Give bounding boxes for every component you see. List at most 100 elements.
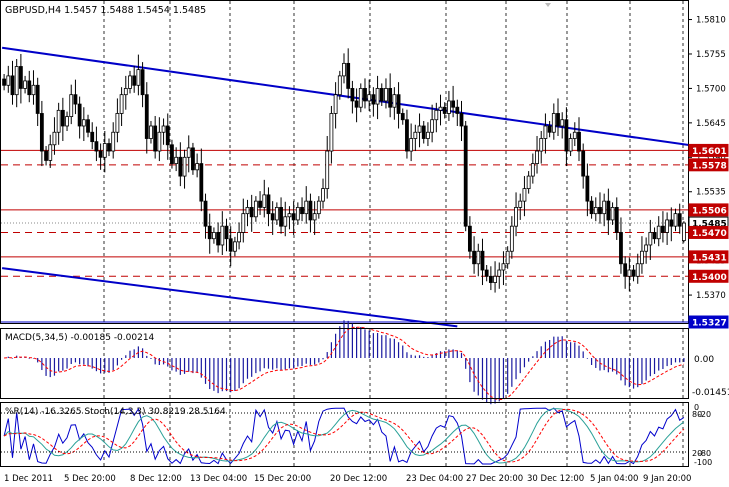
candle-body [153,125,158,152]
candle-body [623,263,628,277]
candle-body [451,100,456,108]
scroll-shift-icon[interactable] [545,3,551,7]
candle-body [572,131,577,139]
candle-body [593,207,598,215]
candle-body [543,125,548,139]
candle-body [270,213,275,221]
candle-body [610,207,615,221]
candle-body [304,200,309,215]
candle-body [493,275,497,283]
candle-body [472,250,476,265]
price-axis[interactable]: 1.5810 1.5755 1.5700 1.5645 1.5590 1.5535 1.54… [688,16,729,329]
candle-body [384,88,388,102]
candle-body [581,150,586,177]
time-axis[interactable]: 1 Dec 2011 5 Dec 20:00 8 Dec 12:00 13 Dec 0… [4,474,691,484]
price-tick-label: 1.5370 [696,291,726,301]
candle-body [287,213,292,218]
candle-body [459,113,464,127]
candle-body [35,84,40,114]
candle-body [358,88,363,108]
stoch-tick-m20: -20 [698,410,711,419]
candle-body [535,150,539,164]
price-label: 1.5578 [692,161,727,171]
candle-body [497,269,502,277]
candle-body [589,200,594,215]
candle-body [90,131,95,143]
candle-body [346,62,351,89]
price-label: 1.5485 [692,220,727,230]
candle-body [367,94,372,102]
candle-body [480,250,485,271]
candle-body [665,219,670,233]
williams-r-line [3,407,685,465]
candle-body [107,143,111,152]
candle-body [577,131,581,152]
candle-body [333,94,338,114]
time-axis-label: 5 Jan 04:00 [590,474,638,484]
candle-body [396,94,401,114]
candle-body [363,88,367,102]
candle-body [371,94,376,105]
candle-body [199,163,204,202]
price-label: 1.5431 [692,253,727,263]
candle-body [258,200,262,208]
stoch-tick-20: 20 [692,449,702,458]
price-tick-label: 1.5535 [696,188,726,198]
candle-body [447,100,451,114]
candle-body [522,188,527,202]
candle-body [379,88,384,102]
price-label: 1.5506 [692,206,727,216]
candle-body [203,200,208,227]
candle-body [27,80,32,96]
candle-body [463,125,468,227]
candle-body [388,88,393,108]
time-axis-label: 23 Dec 04:00 [406,474,463,484]
candle-body [157,131,162,152]
candle-body [652,232,657,240]
candle-body [44,150,48,161]
candle-body [635,263,640,277]
stoch-title: %R(14) -16.3265 Stoch(14,3,3) 30.8219 28… [5,407,226,417]
candle-body [274,207,279,221]
level-lines [1,149,688,323]
candle-body [228,238,233,252]
candle-body [253,200,258,218]
candle-body [455,106,460,114]
candle-body [220,225,225,246]
candle-body [417,125,422,133]
price-tick-label: 1.5590 [696,153,726,163]
price-label-box [688,225,729,239]
candle-body [438,106,443,111]
candle-body [77,103,82,127]
candle-body [602,200,607,215]
candle-body [476,250,481,265]
candle-body [421,125,426,139]
stochastic-main-line [3,408,685,464]
price-panel[interactable]: GBPUSD,H4 1.5457 1.5488 1.5454 1.5485 [0,0,710,328]
macd-panel[interactable]: MACD(5,34,5) -0.00185 -0.00214 0.00 -0.0… [0,320,729,405]
candle-body [300,207,304,215]
candle-body [18,66,23,89]
candle-body [119,94,124,114]
candle-body [677,213,682,227]
candle-body [514,207,518,227]
candle-body [413,131,418,139]
candle-body [337,75,342,96]
candle-body [165,125,170,146]
candle-body [556,113,560,127]
candle-body [161,125,166,133]
candle-body [405,119,409,152]
candle-body [656,225,661,240]
candle-body [509,225,514,252]
candle-body [530,163,535,177]
candle-body [329,113,334,152]
candle-body [48,144,53,161]
macd-signal-line [4,326,685,401]
candle-body [434,109,439,121]
candle-body [547,125,552,133]
stochastic-panel[interactable]: %R(14) -16.3265 Stoch(14,3,3) 30.8219 28… [0,402,713,468]
macd-tick-low: -0.01451 [692,388,729,398]
candle-body [6,75,11,86]
candle-body [350,88,355,102]
